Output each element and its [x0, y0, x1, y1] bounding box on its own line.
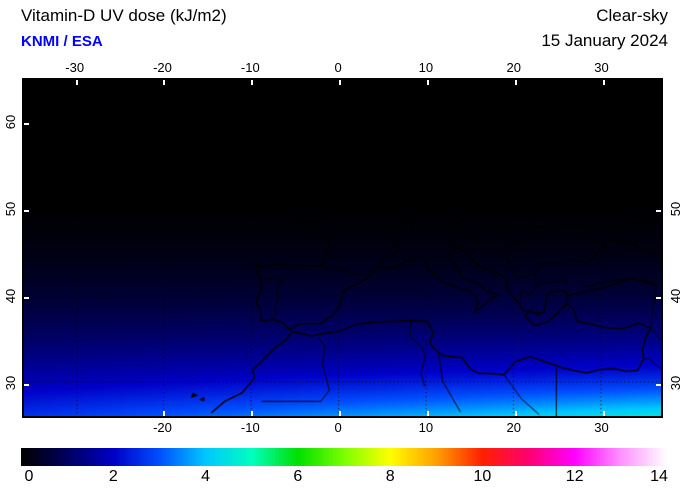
colorbar-gradient — [21, 448, 667, 466]
institution-credit: KNMI / ESA — [21, 33, 103, 50]
axis-tick-label: 50 — [668, 201, 683, 216]
axis-tick-mark — [24, 122, 29, 125]
axis-tick-label: -20 — [153, 60, 172, 75]
axis-tick-mark — [163, 80, 166, 85]
colorbar-tick-label: 6 — [293, 468, 303, 485]
axis-tick-mark — [251, 80, 254, 85]
axis-tick-label: 30 — [668, 375, 683, 391]
sky-condition-label: Clear-sky — [596, 6, 668, 25]
axis-tick-mark — [602, 80, 605, 85]
map-panel[interactable] — [22, 78, 663, 418]
axis-tick-label: -10 — [240, 420, 260, 435]
axis-tick-label: -10 — [240, 60, 260, 75]
axis-tick-mark — [339, 411, 342, 416]
axis-tick-label: 30 — [594, 60, 609, 75]
axis-tick-label: 30 — [3, 375, 18, 391]
axis-tick-mark — [656, 296, 661, 299]
axis-tick-mark — [24, 209, 29, 212]
axis-tick-mark — [339, 80, 342, 85]
colorbar-tick-label: 8 — [385, 468, 395, 485]
axis-tick-label: 0 — [334, 60, 342, 75]
axis-tick-mark — [24, 296, 29, 299]
colorbar-tick-label: 2 — [108, 468, 118, 485]
axis-tick-mark — [75, 80, 78, 85]
axis-tick-mark — [602, 411, 605, 416]
axis-tick-label: 20 — [506, 420, 521, 435]
colorbar-tick-label: 14 — [650, 468, 668, 485]
longitude-axis-top: -30 -20 -10 0 10 20 30 — [22, 60, 663, 76]
axis-tick-label: 40 — [3, 288, 18, 304]
axis-tick-label: -30 — [65, 60, 85, 75]
colorbar — [21, 448, 667, 466]
colorbar-tick-label: 4 — [201, 468, 211, 485]
latitude-axis-right: 50 40 30 — [666, 78, 688, 418]
axis-tick-label: 10 — [418, 60, 434, 75]
axis-tick-label: -20 — [153, 420, 172, 435]
date-label: 15 January 2024 — [541, 31, 668, 50]
axis-tick-label: 0 — [334, 420, 342, 435]
axis-tick-mark — [426, 411, 429, 416]
colorbar-tick-labels: 0 2 4 6 8 10 12 14 — [21, 466, 668, 488]
axis-tick-label: 30 — [594, 420, 609, 435]
colorbar-tick-label: 0 — [24, 468, 34, 485]
axis-tick-mark — [24, 384, 29, 387]
axis-tick-label: 50 — [3, 201, 18, 216]
axis-tick-mark — [514, 80, 517, 85]
axis-tick-mark — [656, 209, 661, 212]
axis-tick-mark — [426, 80, 429, 85]
axis-tick-mark — [514, 411, 517, 416]
colorbar-tick-label: 12 — [565, 468, 584, 485]
latitude-axis-left: 60 50 40 30 — [0, 78, 20, 418]
axis-tick-mark — [163, 411, 166, 416]
axis-tick-label: 20 — [506, 60, 521, 75]
page-title: Vitamin-D UV dose (kJ/m2) — [21, 6, 227, 25]
axis-tick-label: 40 — [668, 288, 683, 304]
uv-dose-heatmap — [24, 80, 661, 416]
axis-tick-mark — [251, 411, 254, 416]
colorbar-tick-label: 10 — [473, 468, 492, 485]
axis-tick-label: 60 — [3, 114, 18, 129]
axis-tick-label: 10 — [418, 420, 434, 435]
axis-tick-mark — [656, 384, 661, 387]
longitude-axis-bottom: -20 -10 0 10 20 30 — [22, 420, 663, 438]
